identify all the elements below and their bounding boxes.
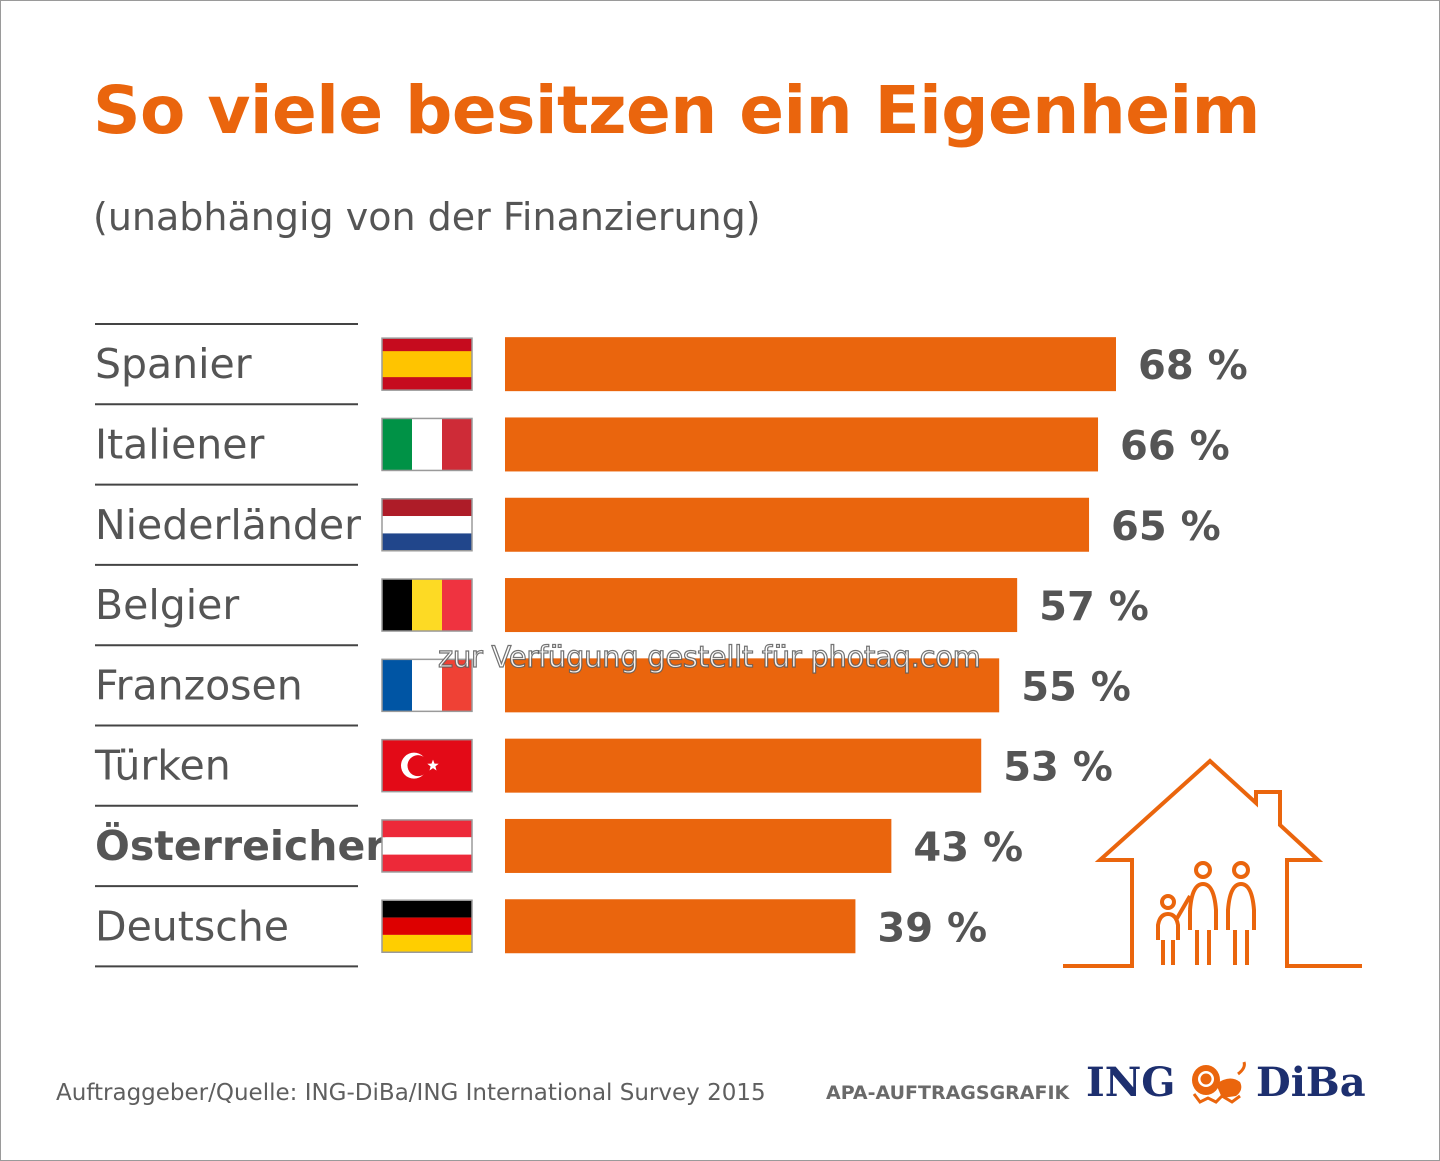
value-label: 66 % [1120,423,1230,469]
category-label: Deutsche [95,902,289,950]
austria-flag-icon [381,819,473,873]
netherlands-flag-icon [381,498,473,552]
value-label: 53 % [1003,745,1113,791]
category-label: Niederländer [95,501,361,549]
source-note: Auftraggeber/Quelle: ING-DiBa/ING Intern… [56,1080,766,1106]
category-label: Belgier [95,581,239,629]
value-label: 55 % [1021,664,1131,710]
germany-flag-icon [381,899,473,953]
category-label: Spanier [95,340,252,388]
bar [505,578,1018,633]
spain-flag-icon [381,337,473,391]
category-label: Franzosen [95,661,303,709]
bar [505,899,856,954]
italy-flag-icon [381,417,473,472]
bar [505,337,1116,392]
value-label: 57 % [1039,584,1149,630]
france-flag-icon [381,658,473,713]
value-label: 68 % [1138,343,1248,389]
house-family-icon [1063,758,1362,968]
turkey-flag-icon [381,738,473,793]
logo-text-diba: DiBa [1256,1059,1366,1106]
ing-diba-logo: ING DiBa [1086,1058,1366,1108]
bar [505,818,892,873]
chart-subtitle: (unabhängig von der Finanzierung) [93,195,761,239]
chart-title: So viele besitzen ein Eigenheim [93,72,1260,149]
belgium-flag-icon [381,578,473,632]
lion-icon [1192,1061,1246,1104]
watermark: zur Verfügung gestellt für photaq.com [437,639,981,674]
bar [505,738,982,793]
category-label: Italiener [95,420,265,468]
category-label: Türken [94,742,231,790]
category-label: Österreicher [95,822,386,870]
credit-label: APA-AUFTRAGSGRAFIK [826,1082,1070,1104]
logo-text-ing: ING [1086,1059,1176,1106]
bar [505,497,1090,552]
bar [505,417,1099,472]
bar [505,658,1000,713]
value-label: 39 % [877,905,987,951]
value-label: 43 % [913,825,1023,871]
value-label: 65 % [1111,504,1221,550]
